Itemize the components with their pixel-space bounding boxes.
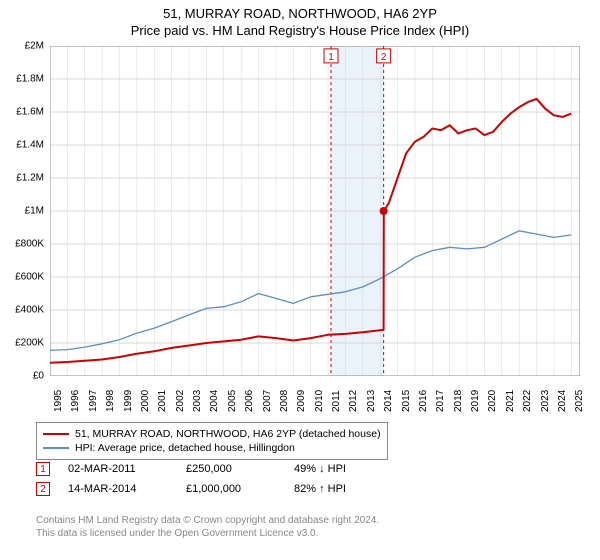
x-tick-label: 2019 bbox=[470, 390, 481, 412]
x-tick-label: 2001 bbox=[157, 390, 168, 412]
svg-text:1: 1 bbox=[328, 52, 334, 63]
sale-marker: 2 bbox=[36, 482, 50, 496]
x-tick-label: 2009 bbox=[296, 390, 307, 412]
x-tick-label: 2003 bbox=[192, 390, 203, 412]
x-tick-label: 2007 bbox=[262, 390, 273, 412]
x-tick-label: 2011 bbox=[331, 390, 342, 412]
sale-row: 2 14-MAR-2014 £1,000,000 82% ↑ HPI bbox=[36, 482, 384, 496]
x-tick-label: 1998 bbox=[105, 390, 116, 412]
x-tick-label: 2005 bbox=[227, 390, 238, 412]
x-tick-label: 2000 bbox=[140, 390, 151, 412]
x-tick-label: 2025 bbox=[574, 390, 585, 412]
x-tick-label: 2012 bbox=[348, 390, 359, 412]
y-axis-labels: £0£200K£400K£600K£800K£1M£1.2M£1.4M£1.6M… bbox=[0, 46, 48, 376]
legend-swatch bbox=[43, 447, 69, 448]
sale-price: £250,000 bbox=[186, 463, 276, 475]
y-tick-label: £0 bbox=[33, 371, 44, 382]
x-tick-label: 1995 bbox=[53, 390, 64, 412]
sale-row: 1 02-MAR-2011 £250,000 49% ↓ HPI bbox=[36, 462, 384, 476]
legend-item: HPI: Average price, detached house, Hill… bbox=[43, 441, 381, 455]
sale-marker: 1 bbox=[36, 462, 50, 476]
sales-table: 1 02-MAR-2011 £250,000 49% ↓ HPI 2 14-MAR-201… bbox=[36, 462, 384, 502]
x-tick-label: 2015 bbox=[401, 390, 412, 412]
x-tick-label: 2014 bbox=[383, 390, 394, 412]
x-tick-label: 2008 bbox=[279, 390, 290, 412]
legend-swatch bbox=[43, 433, 69, 435]
footer-line2: This data is licensed under the Open Gov… bbox=[36, 527, 379, 540]
x-tick-label: 2018 bbox=[453, 390, 464, 412]
legend-label: HPI: Average price, detached house, Hill… bbox=[75, 442, 295, 454]
x-tick-label: 2021 bbox=[505, 390, 516, 412]
y-tick-label: £1.4M bbox=[16, 140, 44, 151]
y-tick-label: £1.8M bbox=[16, 74, 44, 85]
sale-date: 14-MAR-2014 bbox=[68, 483, 168, 495]
y-tick-label: £200K bbox=[15, 338, 44, 349]
y-tick-label: £600K bbox=[15, 272, 44, 283]
x-tick-label: 2024 bbox=[557, 390, 568, 412]
chart-subtitle: Price paid vs. HM Land Registry's House … bbox=[0, 23, 600, 38]
sale-pct: 82% ↑ HPI bbox=[294, 483, 384, 495]
x-tick-label: 2022 bbox=[522, 390, 533, 412]
y-tick-label: £400K bbox=[15, 305, 44, 316]
svg-text:2: 2 bbox=[381, 52, 387, 63]
x-tick-label: 1999 bbox=[123, 390, 134, 412]
x-tick-label: 2017 bbox=[435, 390, 446, 412]
y-tick-label: £1.6M bbox=[16, 107, 44, 118]
x-tick-label: 2010 bbox=[314, 390, 325, 412]
x-tick-label: 1996 bbox=[70, 390, 81, 412]
chart-svg: 12 bbox=[50, 46, 580, 376]
sale-pct: 49% ↓ HPI bbox=[294, 463, 384, 475]
x-tick-label: 2020 bbox=[487, 390, 498, 412]
chart-title: 51, MURRAY ROAD, NORTHWOOD, HA6 2YP bbox=[0, 6, 600, 21]
x-tick-label: 2013 bbox=[366, 390, 377, 412]
legend: 51, MURRAY ROAD, NORTHWOOD, HA6 2YP (det… bbox=[36, 422, 388, 460]
x-tick-label: 2004 bbox=[209, 390, 220, 412]
y-tick-label: £1.2M bbox=[16, 173, 44, 184]
x-tick-label: 1997 bbox=[88, 390, 99, 412]
sale-date: 02-MAR-2011 bbox=[68, 463, 168, 475]
legend-label: 51, MURRAY ROAD, NORTHWOOD, HA6 2YP (det… bbox=[75, 428, 381, 440]
footer-attribution: Contains HM Land Registry data © Crown c… bbox=[36, 514, 379, 540]
y-tick-label: £1M bbox=[25, 206, 44, 217]
x-tick-label: 2016 bbox=[418, 390, 429, 412]
sale-price: £1,000,000 bbox=[186, 483, 276, 495]
y-tick-label: £800K bbox=[15, 239, 44, 250]
title-block: 51, MURRAY ROAD, NORTHWOOD, HA6 2YP Pric… bbox=[0, 0, 600, 38]
x-axis-labels: 1995 1996 1997 1998 1999 2000 2001 2002 2003 2004… bbox=[50, 380, 580, 420]
legend-item: 51, MURRAY ROAD, NORTHWOOD, HA6 2YP (det… bbox=[43, 427, 381, 441]
x-tick-label: 2023 bbox=[540, 390, 551, 412]
chart-container: 51, MURRAY ROAD, NORTHWOOD, HA6 2YP Pric… bbox=[0, 0, 600, 560]
y-tick-label: £2M bbox=[25, 41, 44, 52]
footer-line1: Contains HM Land Registry data © Crown c… bbox=[36, 514, 379, 527]
x-tick-label: 2006 bbox=[244, 390, 255, 412]
x-tick-label: 2002 bbox=[175, 390, 186, 412]
chart-plot-area: 12 bbox=[50, 46, 580, 376]
